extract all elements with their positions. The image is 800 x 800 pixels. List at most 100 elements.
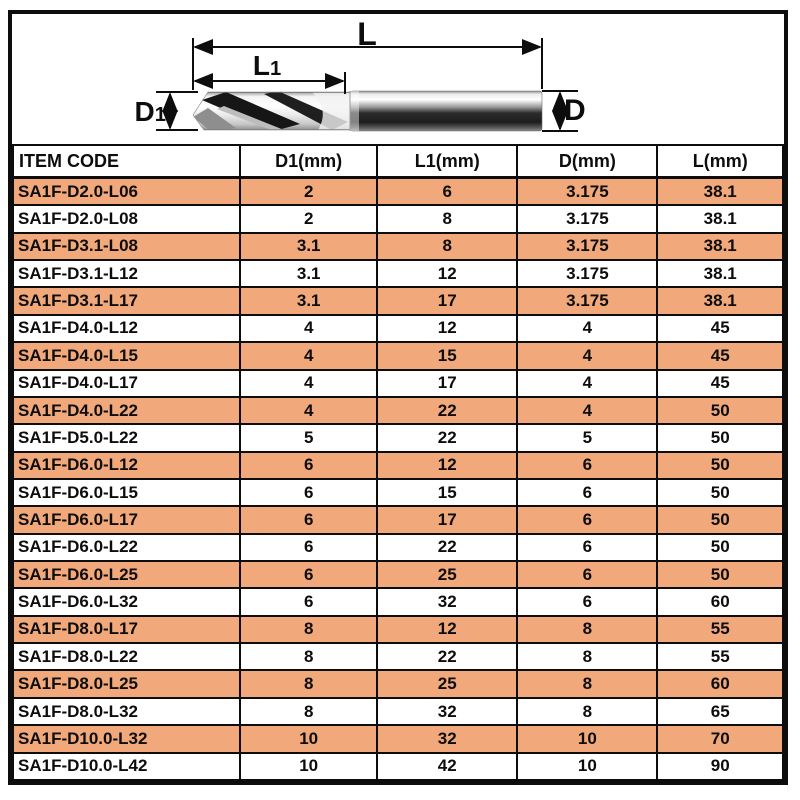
cell-d: 3.175 xyxy=(516,204,659,234)
cell-item-code: SA1F-D10.0-L32 xyxy=(12,724,242,754)
cell-d1: 4 xyxy=(239,341,379,371)
table-row: SA1F-D8.0-L17 8 12 8 55 xyxy=(12,614,784,645)
cell-l: 50 xyxy=(656,505,784,535)
dim-D1 xyxy=(156,91,198,131)
cell-d: 6 xyxy=(516,532,659,563)
cell-l1: 12 xyxy=(376,450,519,480)
cell-l: 45 xyxy=(656,341,784,371)
cell-l1: 22 xyxy=(376,532,519,563)
col-header-l1: L1(mm) xyxy=(376,144,519,179)
cell-l1: 12 xyxy=(376,313,519,344)
cell-d1: 6 xyxy=(239,450,379,480)
cell-d1: 6 xyxy=(239,560,379,590)
cell-l: 38.1 xyxy=(656,176,784,207)
cell-d: 3.175 xyxy=(516,176,659,207)
cell-l: 50 xyxy=(656,395,784,426)
spec-table: ITEM CODE D1(mm) L1(mm) D(mm) L(mm) SA1F… xyxy=(12,144,784,781)
label-flute-length: L1 xyxy=(252,50,282,81)
cell-d: 3.175 xyxy=(516,231,659,262)
cell-item-code: SA1F-D6.0-L22 xyxy=(12,532,242,563)
cell-d1: 2 xyxy=(239,176,379,207)
cell-l1: 6 xyxy=(376,176,519,207)
cell-l1: 17 xyxy=(376,505,519,535)
cell-item-code: SA1F-D10.0-L42 xyxy=(12,751,242,781)
cell-l: 50 xyxy=(656,477,784,508)
cell-item-code: SA1F-D6.0-L32 xyxy=(12,587,242,617)
cell-l: 38.1 xyxy=(656,231,784,262)
cell-l: 50 xyxy=(656,560,784,590)
cell-d: 6 xyxy=(516,505,659,535)
cell-d: 5 xyxy=(516,423,659,453)
end-mill-drawing xyxy=(156,38,578,132)
dim-D xyxy=(542,90,578,132)
cell-l: 55 xyxy=(656,614,784,645)
cell-d1: 4 xyxy=(239,313,379,344)
cell-l1: 12 xyxy=(376,259,519,289)
cell-d1: 3.1 xyxy=(239,259,379,289)
label-overall-length: L xyxy=(357,16,377,52)
cell-d: 4 xyxy=(516,395,659,426)
cell-l1: 25 xyxy=(376,560,519,590)
table-row: SA1F-D5.0-L22 5 22 5 50 xyxy=(12,423,784,453)
cell-l1: 25 xyxy=(376,669,519,699)
cell-item-code: SA1F-D8.0-L22 xyxy=(12,642,242,672)
cell-item-code: SA1F-D8.0-L17 xyxy=(12,614,242,645)
cell-l1: 8 xyxy=(376,204,519,234)
table-row: SA1F-D10.0-L42 10 42 10 90 xyxy=(12,751,784,781)
cell-d: 8 xyxy=(516,669,659,699)
cell-item-code: SA1F-D6.0-L15 xyxy=(12,477,242,508)
table-row: SA1F-D4.0-L15 4 15 4 45 xyxy=(12,341,784,371)
cell-d1: 6 xyxy=(239,505,379,535)
table-row: SA1F-D6.0-L17 6 17 6 50 xyxy=(12,505,784,535)
cell-d1: 4 xyxy=(239,368,379,398)
cell-l1: 12 xyxy=(376,614,519,645)
cell-item-code: SA1F-D8.0-L32 xyxy=(12,696,242,727)
cell-l: 45 xyxy=(656,368,784,398)
table-row: SA1F-D6.0-L25 6 25 6 50 xyxy=(12,560,784,590)
cell-l1: 32 xyxy=(376,587,519,617)
cell-l: 38.1 xyxy=(656,259,784,289)
cell-d1: 8 xyxy=(239,614,379,645)
cell-item-code: SA1F-D2.0-L06 xyxy=(12,176,242,207)
cell-l1: 15 xyxy=(376,341,519,371)
cell-item-code: SA1F-D4.0-L15 xyxy=(12,341,242,371)
col-header-d1: D1(mm) xyxy=(239,144,379,179)
table-row: SA1F-D4.0-L12 4 12 4 45 xyxy=(12,313,784,344)
cell-l1: 22 xyxy=(376,423,519,453)
cell-d1: 8 xyxy=(239,669,379,699)
cell-l1: 42 xyxy=(376,751,519,781)
flute-section xyxy=(192,91,351,131)
cell-l1: 32 xyxy=(376,696,519,727)
cell-d: 3.175 xyxy=(516,286,659,316)
table-row: SA1F-D4.0-L17 4 17 4 45 xyxy=(12,368,784,398)
cell-l1: 17 xyxy=(376,286,519,316)
cell-item-code: SA1F-D3.1-L17 xyxy=(12,286,242,316)
cell-l1: 32 xyxy=(376,724,519,754)
cell-l: 90 xyxy=(656,751,784,781)
shank-section xyxy=(349,90,543,132)
col-header-l: L(mm) xyxy=(656,144,784,179)
cell-item-code: SA1F-D4.0-L12 xyxy=(12,313,242,344)
cell-d1: 6 xyxy=(239,587,379,617)
table-row: SA1F-D6.0-L12 6 12 6 50 xyxy=(12,450,784,480)
cell-d1: 4 xyxy=(239,395,379,426)
cell-d: 10 xyxy=(516,751,659,781)
col-header-d: D(mm) xyxy=(516,144,659,179)
cell-item-code: SA1F-D6.0-L25 xyxy=(12,560,242,590)
cell-d: 10 xyxy=(516,724,659,754)
cell-d1: 3.1 xyxy=(239,286,379,316)
cell-l: 70 xyxy=(656,724,784,754)
cell-l: 45 xyxy=(656,313,784,344)
cell-l: 50 xyxy=(656,532,784,563)
dim-L1 xyxy=(193,72,346,94)
cell-item-code: SA1F-D8.0-L25 xyxy=(12,669,242,699)
cell-item-code: SA1F-D6.0-L12 xyxy=(12,450,242,480)
cell-d: 3.175 xyxy=(516,259,659,289)
table-row: SA1F-D4.0-L22 4 22 4 50 xyxy=(12,395,784,426)
table-row: SA1F-D3.1-L17 3.1 17 3.175 38.1 xyxy=(12,286,784,316)
table-row: SA1F-D3.1-L12 3.1 12 3.175 38.1 xyxy=(12,259,784,289)
cell-item-code: SA1F-D5.0-L22 xyxy=(12,423,242,453)
table-row: SA1F-D8.0-L22 8 22 8 55 xyxy=(12,642,784,672)
cell-d: 8 xyxy=(516,696,659,727)
cell-l: 50 xyxy=(656,423,784,453)
